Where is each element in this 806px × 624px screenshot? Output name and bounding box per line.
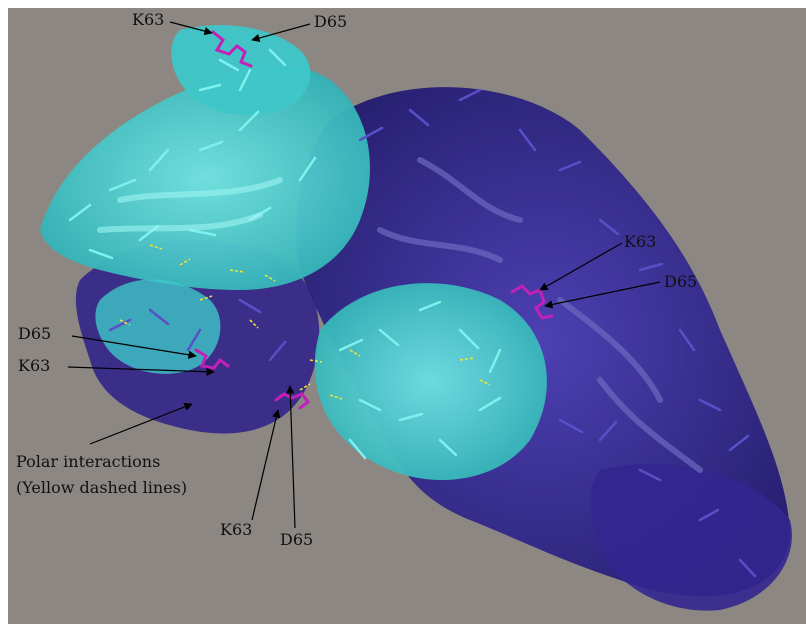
polar-interactions xyxy=(119,244,491,400)
label-top-d65: D65 xyxy=(314,12,348,31)
sticks-texture xyxy=(68,48,757,578)
label-right-d65: D65 xyxy=(664,272,698,291)
label-polar-line1: Polar interactions xyxy=(16,452,161,471)
arrow-right-k63 xyxy=(539,242,623,291)
arrow-right-d65 xyxy=(544,281,661,309)
arrow-bottom-d65 xyxy=(286,385,296,529)
arrow-top-d65 xyxy=(251,23,311,43)
label-top-k63: K63 xyxy=(132,10,165,29)
arrow-polar xyxy=(89,402,193,445)
label-left-d65: D65 xyxy=(18,324,52,343)
residue-bottom xyxy=(274,392,311,410)
arrow-bottom-k63 xyxy=(251,409,281,521)
arrow-left-d65 xyxy=(71,335,197,359)
residue-right xyxy=(510,284,554,320)
annotation-arrows xyxy=(67,21,661,529)
label-right-k63: K63 xyxy=(624,232,657,251)
residue-left xyxy=(194,348,230,370)
label-bottom-k63: K63 xyxy=(220,520,253,539)
arrow-top-k63 xyxy=(169,21,213,36)
label-polar-line2: (Yellow dashed lines) xyxy=(16,478,188,497)
label-bottom-d65: D65 xyxy=(280,530,314,549)
label-left-k63: K63 xyxy=(18,356,51,375)
arrow-left-k63 xyxy=(67,366,215,376)
residue-top xyxy=(211,30,253,68)
highlighted-residues xyxy=(194,30,554,410)
